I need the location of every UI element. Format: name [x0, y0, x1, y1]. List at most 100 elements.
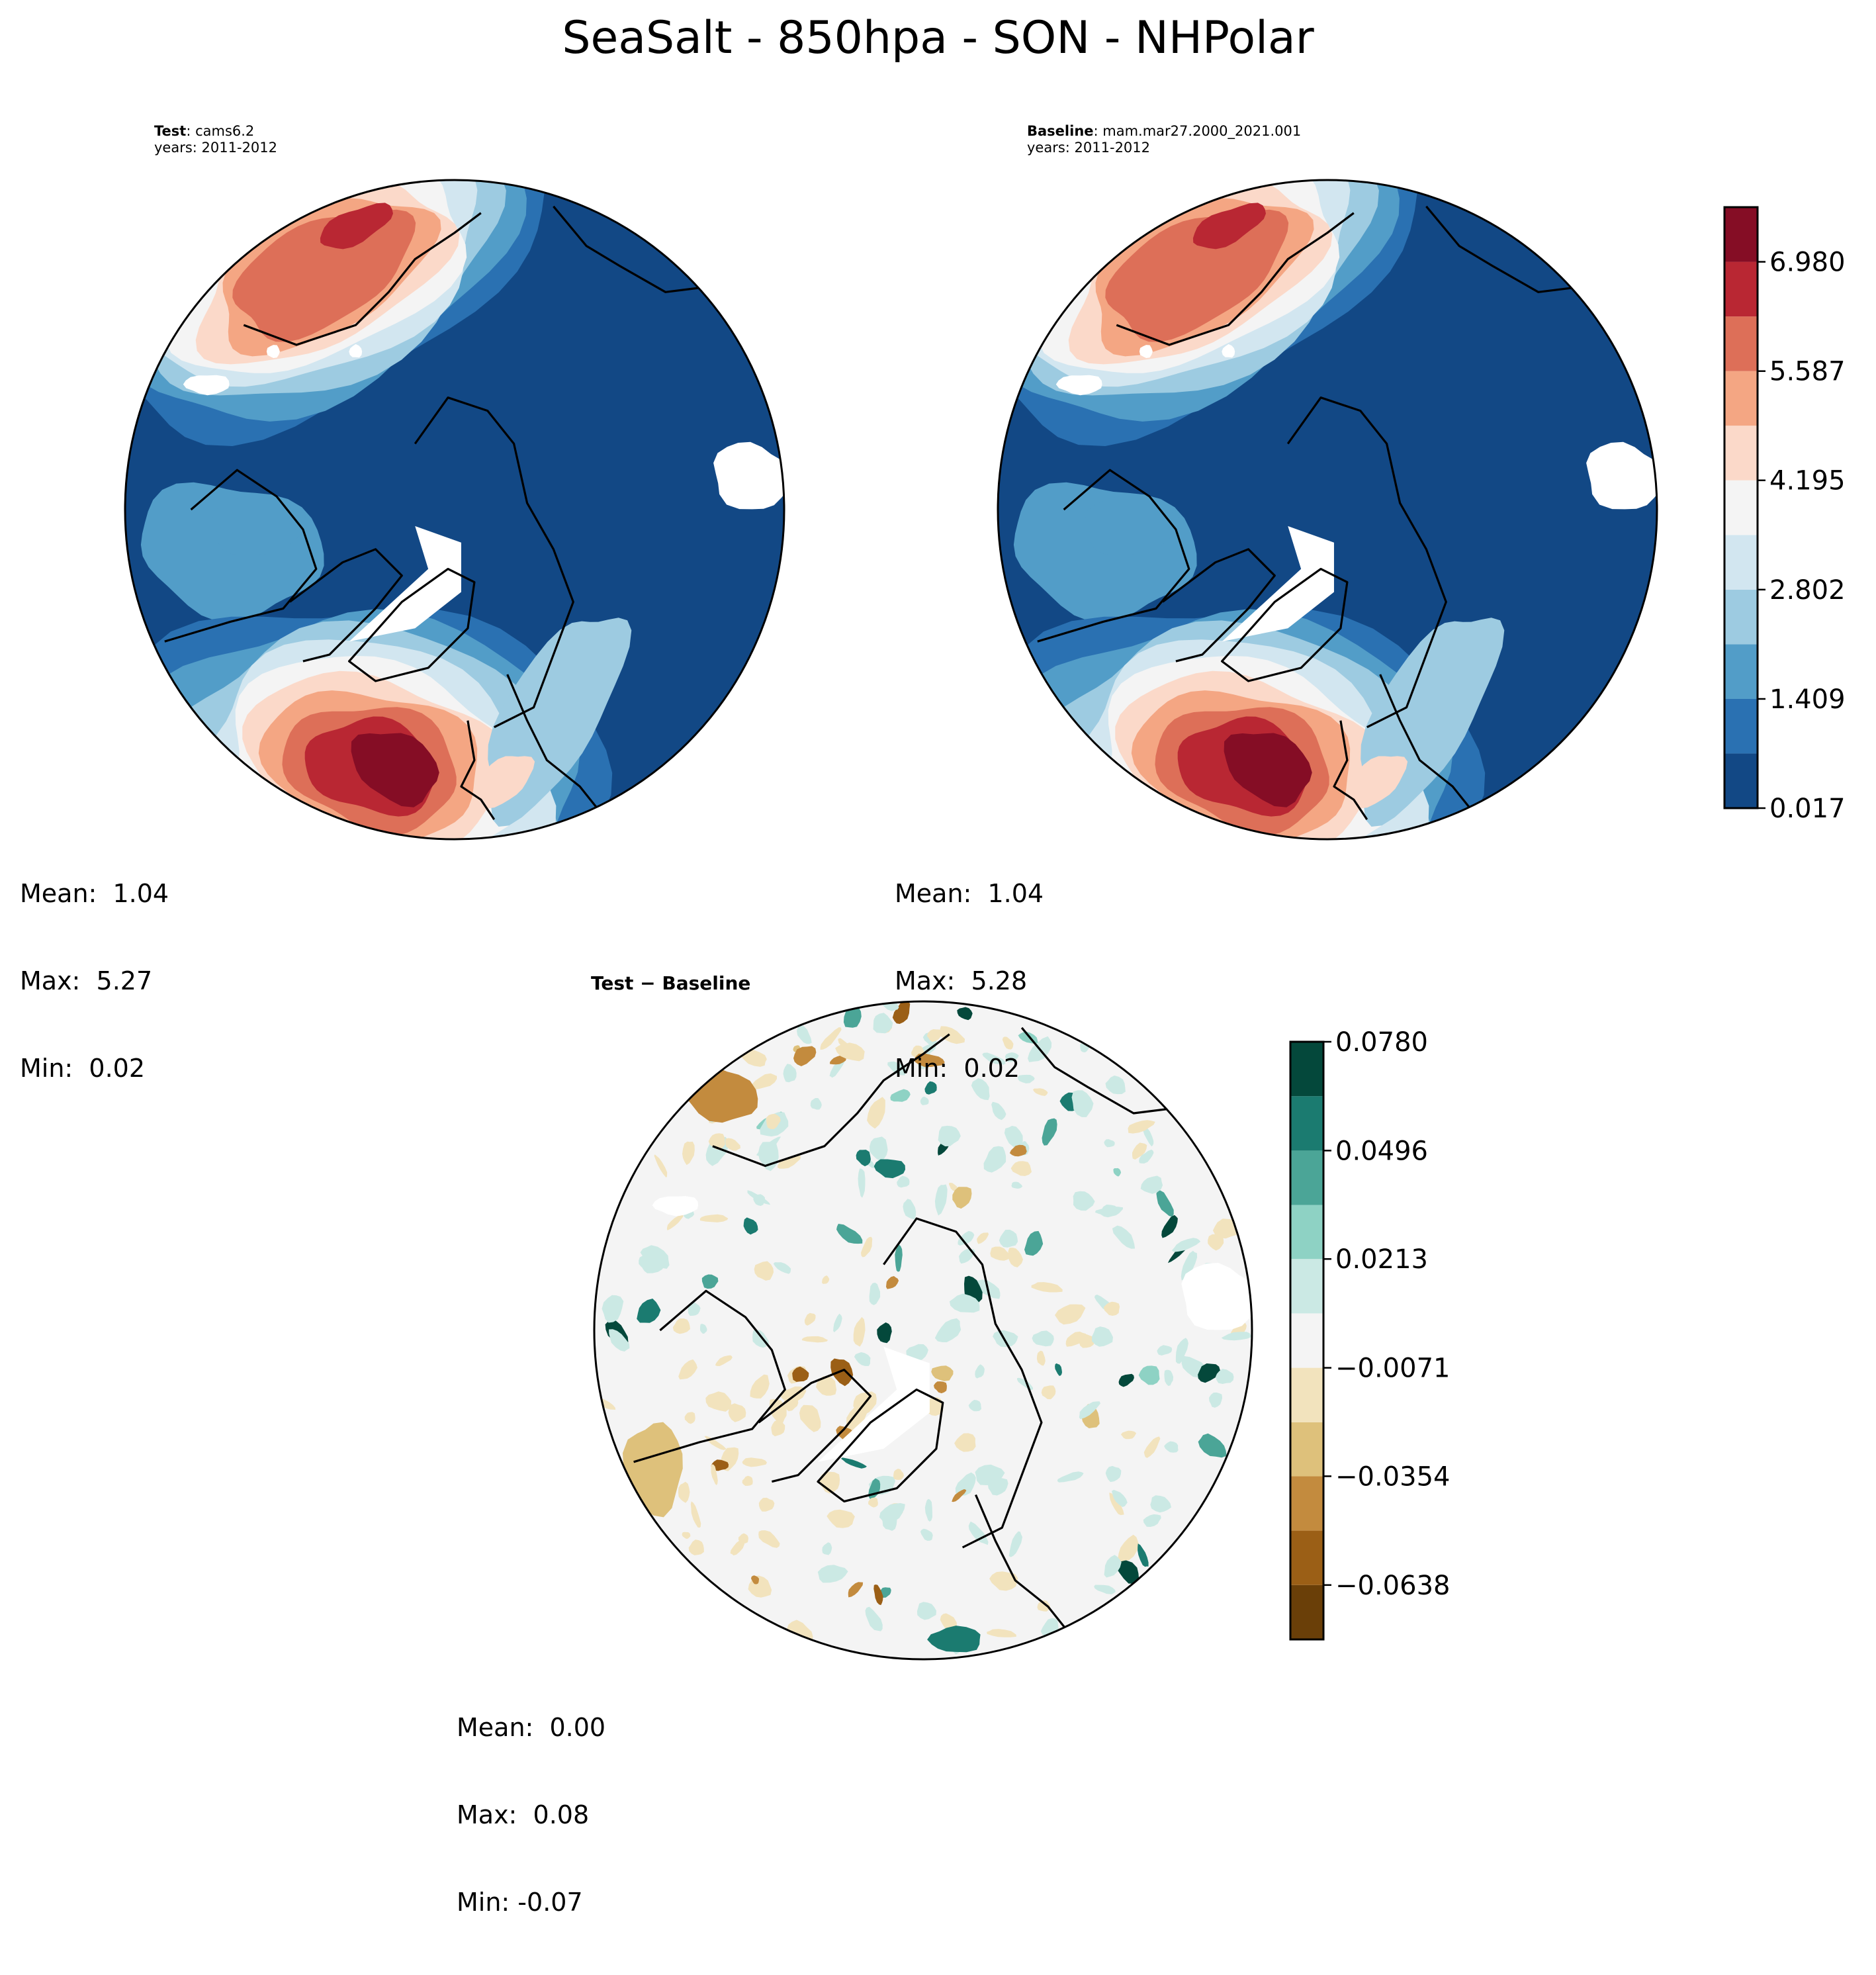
difference-anomaly [750, 1374, 770, 1399]
difference-anomaly [873, 1013, 893, 1034]
test-coast-scandinavia [506, 674, 607, 821]
difference-anomaly [1128, 1120, 1155, 1134]
baseline-coast-britain [1333, 720, 1368, 820]
baseline-pacific-contour [1105, 209, 1289, 342]
test-label: Test [154, 123, 187, 139]
difference-anomaly [1221, 1332, 1252, 1341]
difference-colorbar-swatch [1290, 1585, 1323, 1639]
main-colorbar-swatch [1724, 753, 1758, 808]
difference-colorbar-swatch [1290, 1530, 1323, 1585]
test-hudson-region [212, 495, 308, 556]
test-field [125, 180, 784, 839]
main-colorbar-swatch [1724, 261, 1758, 317]
difference-anomaly [1132, 1142, 1147, 1160]
difference-anomaly [1071, 1090, 1094, 1117]
difference-anomaly [983, 1146, 1006, 1173]
difference-anomaly [897, 1175, 910, 1188]
difference-anomaly [1113, 1168, 1122, 1177]
baseline-coast-alaska [1116, 212, 1355, 346]
difference-anomaly [957, 1007, 973, 1021]
difference-anomaly [715, 1355, 733, 1366]
difference-anomaly [833, 1313, 842, 1332]
difference-anomaly [856, 1150, 871, 1167]
difference-anomaly [903, 1199, 916, 1220]
difference-anomaly [742, 1475, 753, 1486]
difference-anomaly [893, 1469, 904, 1480]
difference-anomaly [666, 1215, 684, 1230]
baseline-pacific-peak [1192, 203, 1266, 250]
difference-anomaly [987, 1629, 1016, 1637]
test-coast-baffin [289, 548, 403, 663]
difference-anomaly [1138, 1543, 1149, 1567]
difference-panel-title: Test − Baseline [591, 972, 751, 994]
test-tibet-missing [713, 441, 784, 510]
difference-anomaly [835, 1042, 865, 1062]
difference-anomaly [952, 1489, 967, 1502]
difference-coast-canada [633, 1289, 786, 1463]
baseline-coast-baffin [1162, 548, 1276, 663]
difference-anomaly [892, 1001, 911, 1024]
difference-anomaly [977, 1232, 989, 1244]
difference-anomaly [1092, 1326, 1113, 1347]
difference-anomaly [870, 1136, 888, 1162]
baseline-north-sea-region [1349, 756, 1408, 809]
difference-anomaly [1181, 1250, 1198, 1281]
difference-coast-siberia [883, 1217, 1043, 1549]
test-pacific-contour [232, 209, 416, 342]
main-colorbar-swatch [1724, 644, 1758, 699]
difference-anomaly [705, 1391, 731, 1412]
difference-anomaly [810, 1098, 822, 1110]
difference-anomaly [830, 1055, 846, 1065]
difference-anomaly [920, 1528, 933, 1541]
difference-anomaly [848, 1582, 864, 1598]
difference-colorbar-tick-label: 0.0780 [1335, 1027, 1428, 1058]
baseline-coast-kamchatka [1425, 205, 1591, 293]
difference-colorbar-swatch [1290, 1422, 1323, 1477]
difference-anomaly [955, 1472, 976, 1496]
difference-anomaly [1036, 1350, 1046, 1366]
difference-anomaly [820, 1027, 842, 1050]
difference-anomaly [934, 1318, 961, 1342]
difference-anomaly [1017, 1074, 1035, 1083]
difference-anomaly [672, 1318, 690, 1334]
difference-anomaly [1175, 1338, 1188, 1364]
test-coast-kamchatka [553, 205, 719, 293]
difference-anomaly [771, 1420, 785, 1437]
baseline-stats: Mean: 1.04 Max: 5.28 Min: 0.02 [895, 821, 1044, 1141]
test-coast-britain [460, 720, 496, 820]
main-colorbar-tick-label: 1.409 [1769, 684, 1846, 715]
test-coast-alaska [243, 212, 482, 346]
difference-colorbar-tick-label: 0.0496 [1335, 1136, 1428, 1166]
difference-anomaly [914, 1054, 945, 1067]
main-colorbar-tick-label: 5.587 [1769, 357, 1846, 387]
difference-anomaly [758, 1497, 775, 1512]
difference-anomaly [1005, 1052, 1019, 1062]
difference-coast-kamchatka [1020, 1027, 1186, 1115]
baseline-coastlines [1037, 205, 1591, 821]
difference-anomaly [678, 1481, 690, 1503]
difference-anomaly [1037, 1600, 1051, 1612]
difference-anomaly [637, 1299, 661, 1323]
main-colorbar-swatch [1724, 480, 1758, 535]
baseline-max: Max: 5.28 [895, 966, 1028, 995]
difference-colorbar-tick-label: −0.0354 [1335, 1461, 1450, 1492]
baseline-tibet-missing [1586, 441, 1657, 510]
difference-anomaly [1094, 1207, 1123, 1215]
difference-anomaly [801, 1336, 828, 1343]
difference-anomaly [1140, 1175, 1163, 1194]
baseline-atlantic-peak [1224, 733, 1312, 807]
test-stats: Mean: 1.04 Max: 5.27 Min: 0.02 [20, 821, 169, 1141]
difference-colorbar-swatch [1290, 1096, 1323, 1151]
difference-anomaly [751, 1575, 760, 1585]
difference-coast-scandinavia [975, 1494, 1075, 1641]
difference-anomaly [738, 1533, 748, 1543]
difference-anomaly [1157, 1345, 1173, 1355]
difference-anomaly [1042, 1118, 1057, 1146]
difference-anomaly [1057, 1471, 1084, 1483]
difference-anomaly [1008, 1248, 1023, 1267]
difference-greenland-missing [817, 1346, 930, 1462]
difference-anomaly [742, 1457, 767, 1467]
difference-anomaly [927, 1626, 981, 1653]
difference-background [594, 1001, 1252, 1659]
difference-anomaly [865, 1606, 883, 1631]
